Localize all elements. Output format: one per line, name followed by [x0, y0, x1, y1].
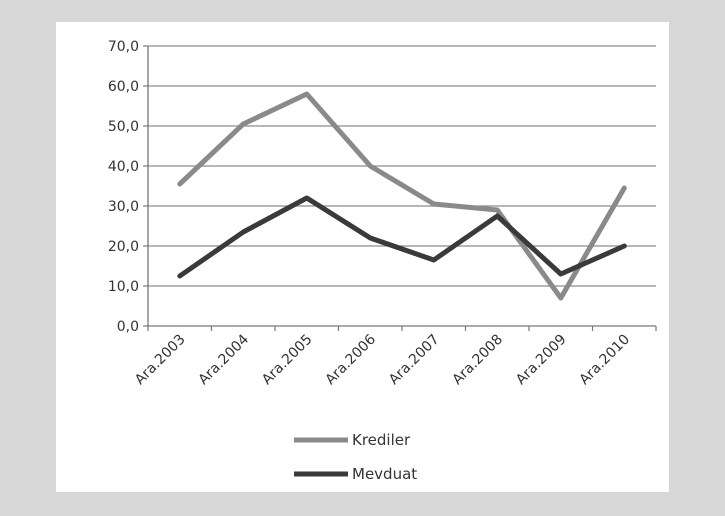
- legend-label-mevduat: Mevduat: [352, 465, 417, 483]
- gridlines: [148, 45, 656, 287]
- x-tick-label: Ara.2006: [323, 331, 380, 388]
- chart-panel: 0,0 10,0 20,0 30,0 40,0 50,0 60,0 70,0 Ara.2003…: [56, 22, 669, 492]
- y-tick-label: 60,0: [108, 79, 139, 95]
- y-tick-label: 30,0: [108, 199, 139, 215]
- legend-label-krediler: Krediler: [352, 431, 411, 449]
- axes: [143, 45, 657, 331]
- line-chart: 0,0 10,0 20,0 30,0 40,0 50,0 60,0 70,0 Ara.2003…: [108, 39, 657, 483]
- y-tick-label: 0,0: [117, 319, 139, 335]
- y-tick-label: 40,0: [108, 159, 139, 175]
- series-line-krediler: [177, 91, 627, 301]
- x-tick-label: Ara.2007: [386, 332, 443, 389]
- x-tick-label: Ara.2005: [259, 332, 316, 389]
- x-tick-label: Ara.2009: [513, 332, 570, 389]
- legend: Krediler Mevduat: [294, 431, 417, 483]
- x-tick-labels: Ara.2003 Ara.2004 Ara.2005 Ara.2006 Ara.2007…: [132, 331, 633, 388]
- y-tick-labels: 0,0 10,0 20,0 30,0 40,0 50,0 60,0 70,0: [108, 39, 139, 335]
- y-tick-label: 70,0: [108, 39, 139, 55]
- y-tick-label: 20,0: [108, 239, 139, 255]
- x-tick-label: Ara.2003: [132, 332, 189, 389]
- x-tick-label: Ara.2004: [196, 331, 253, 388]
- y-tick-label: 10,0: [108, 279, 139, 295]
- y-tick-label: 50,0: [108, 119, 139, 135]
- x-tick-label: Ara.2008: [450, 332, 507, 389]
- series-lines: [177, 91, 627, 301]
- x-tick-label: Ara.2010: [577, 332, 634, 389]
- series-line-mevduat: [177, 195, 627, 279]
